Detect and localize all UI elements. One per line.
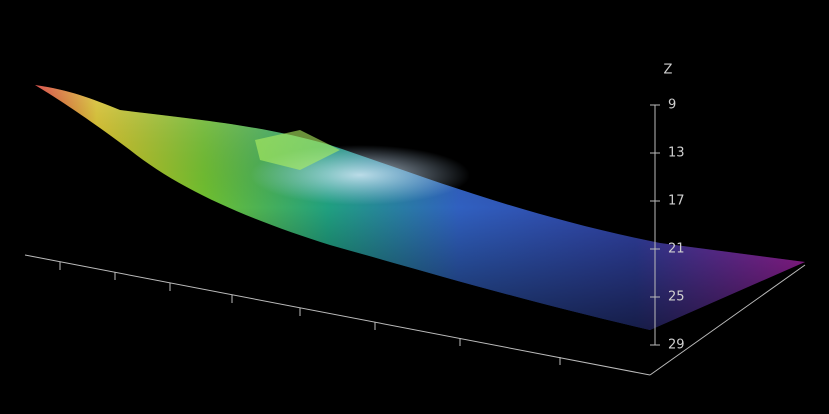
z-tick-label: 29 bbox=[668, 338, 685, 353]
surface bbox=[35, 85, 805, 330]
z-tick-label: 13 bbox=[668, 146, 685, 161]
z-tick-label: 21 bbox=[668, 242, 685, 257]
z-tick-label: 17 bbox=[668, 194, 685, 209]
z-tick-label: 25 bbox=[668, 290, 685, 305]
z-tick-label: 9 bbox=[668, 98, 676, 113]
z-axis-label: Z bbox=[664, 63, 673, 78]
surface-view: Z 9 13 17 21 25 29 bbox=[0, 0, 829, 414]
